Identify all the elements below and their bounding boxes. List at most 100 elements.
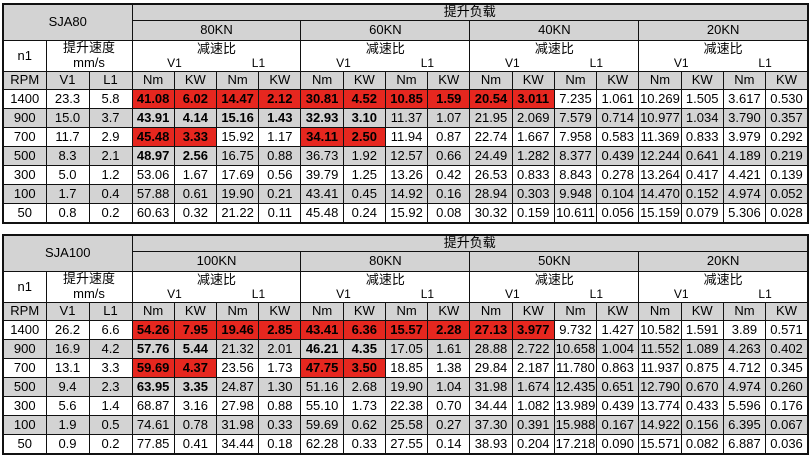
value-cell: 21.22 [215, 203, 260, 224]
value-cell: 0.41 [173, 434, 218, 455]
value-cell: 13.774 [638, 396, 682, 416]
kw-header-cell: KW [765, 302, 809, 321]
value-cell: 14.470 [638, 184, 682, 204]
reduction-ratio-cell: 减速比 V1 L1 [638, 40, 809, 72]
rpm-value-cell: 900 [2, 339, 47, 359]
value-cell: 1.92 [342, 146, 386, 166]
reduction-label: 减速比 [196, 271, 236, 287]
value-cell: 31.98 [215, 415, 260, 435]
value-cell: 0.651 [596, 377, 640, 397]
rpm-value-cell: 500 [2, 146, 47, 166]
ratio-variant-row: V1 L1 [471, 287, 638, 302]
value-cell: 45.48 [300, 203, 344, 224]
ratio-variant-row: V1 L1 [640, 287, 807, 302]
value-cell: 4.421 [722, 165, 767, 185]
value-cell: 0.863 [596, 358, 640, 378]
speed-v1-value-cell: 26.2 [45, 320, 90, 340]
value-cell: 17.05 [384, 339, 429, 359]
value-cell: 1.07 [427, 108, 471, 128]
value-cell: 11.937 [638, 358, 682, 378]
speed-v1-value-cell: 8.3 [45, 146, 90, 166]
value-cell: 1.30 [258, 377, 302, 397]
value-cell: 37.30 [469, 415, 513, 435]
value-cell: 0.714 [596, 108, 640, 128]
value-cell: 39.79 [300, 165, 344, 185]
value-cell: 1.73 [258, 358, 302, 378]
value-cell: 36.73 [300, 146, 344, 166]
reduction-ratio-cell: 减速比 V1 L1 [131, 271, 302, 303]
speed-v1-value-cell: 23.3 [45, 89, 90, 109]
value-cell: 0.571 [765, 320, 809, 340]
value-cell: 30.32 [469, 203, 513, 224]
value-cell: 0.583 [596, 127, 640, 147]
nm-header-cell: Nm [215, 71, 260, 90]
value-cell: 9.948 [553, 184, 598, 204]
speed-label: 提升速度 [63, 40, 116, 56]
value-cell-highlighted: 2.85 [258, 320, 302, 340]
value-cell: 0.670 [680, 377, 724, 397]
value-cell-highlighted: 6.02 [173, 89, 217, 109]
value-cell: 3.979 [722, 127, 767, 147]
value-cell: 5.306 [722, 203, 767, 224]
value-cell: 0.24 [342, 203, 386, 224]
nm-header-cell: Nm [638, 302, 682, 321]
speed-unit-label: mm/s [73, 55, 105, 70]
value-cell: 11.94 [384, 127, 429, 147]
value-cell-highlighted: 3.35 [173, 377, 218, 397]
rpm-value-cell: 900 [2, 108, 47, 128]
value-cell: 24.49 [469, 146, 513, 166]
kw-header-cell: KW [258, 302, 302, 321]
value-cell: 26.53 [469, 165, 513, 185]
header-row-units: RPM V1 L1 Nm KW Nm KW Nm KW Nm KW Nm KW Nm KW Nm KW Nm KW [2, 71, 809, 90]
value-cell: 1.061 [596, 89, 640, 109]
rpm-value-cell: 1400 [2, 320, 47, 340]
nm-header-cell: Nm [131, 71, 175, 90]
load-title-cell: 提升负载 [131, 3, 809, 21]
value-cell: 38.93 [469, 434, 513, 455]
value-cell: 17.69 [215, 165, 260, 185]
value-cell: 0.42 [427, 165, 471, 185]
value-cell: 0.14 [427, 434, 471, 455]
ratio-variant-row: V1 L1 [133, 287, 300, 302]
value-cell: 11.369 [638, 127, 682, 147]
load-cell: 80KN [300, 251, 471, 272]
speed-l1-value-cell: 1.4 [88, 396, 133, 416]
ratio-l1-label: L1 [420, 55, 435, 70]
value-cell: 0.357 [765, 108, 809, 128]
value-cell: 31.98 [469, 377, 513, 397]
value-cell: 12.435 [553, 377, 598, 397]
nm-header-cell: Nm [722, 302, 767, 321]
value-cell-highlighted: 4.14 [173, 108, 217, 128]
reduction-ratio-cell: 减速比 V1 L1 [469, 40, 640, 72]
speed-l1-value-cell: 5.8 [88, 89, 133, 109]
value-cell: 21.32 [215, 339, 260, 359]
value-cell: 2.722 [511, 339, 555, 359]
table-row: 50 0.8 0.2 60.63 0.32 21.22 0.11 45.48 0.24 15.92… [2, 203, 809, 224]
speed-l1-value-cell: 2.3 [88, 377, 133, 397]
load-title-cell: 提升负载 [131, 234, 809, 252]
value-cell: 0.439 [596, 146, 640, 166]
kw-header-cell: KW [511, 302, 555, 321]
value-cell-highlighted: 47.75 [300, 358, 344, 378]
table-row: 50 0.9 0.2 77.85 0.41 34.44 0.18 62.28 0.33 27.55… [2, 434, 809, 455]
rpm-value-cell: 500 [2, 377, 47, 397]
value-cell: 0.70 [427, 396, 471, 416]
n1-cell: n1 [2, 40, 47, 72]
value-cell-highlighted: 46.21 [300, 339, 344, 359]
value-cell: 28.94 [469, 184, 513, 204]
value-cell-highlighted: 45.48 [131, 127, 175, 147]
header-row-ratio: n1 提升速度 mm/s 减速比 V1 L1 减速比 V1 L1 减速比 V1 L1 减速比 V1 L1 [2, 271, 809, 303]
kw-header-cell: KW [680, 71, 724, 90]
value-cell: 0.08 [427, 203, 471, 224]
value-cell: 1.17 [258, 127, 302, 147]
value-cell: 0.433 [680, 396, 724, 416]
value-cell: 1.667 [511, 127, 555, 147]
value-cell-highlighted: 43.91 [131, 108, 175, 128]
kw-header-cell: KW [596, 71, 640, 90]
value-cell: 1.25 [342, 165, 386, 185]
ratio-variant-row: V1 L1 [302, 287, 469, 302]
value-cell: 29.84 [469, 358, 513, 378]
value-cell: 19.90 [384, 377, 429, 397]
ratio-l1-label: L1 [251, 55, 266, 70]
